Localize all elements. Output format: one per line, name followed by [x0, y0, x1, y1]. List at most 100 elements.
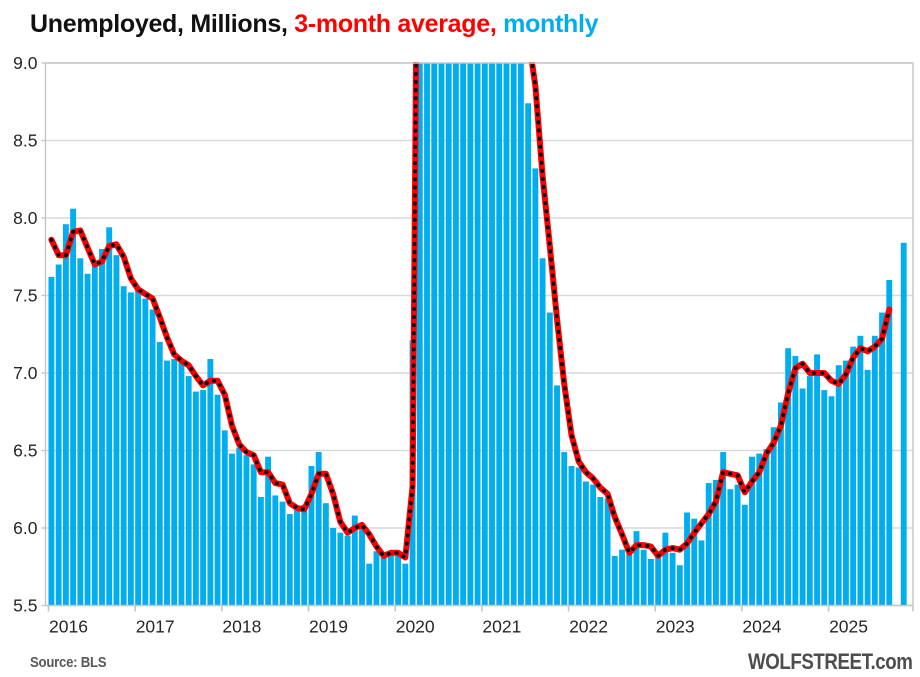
monthly-bar [467, 63, 474, 606]
title-blue-part: monthly [503, 10, 599, 38]
monthly-bar [272, 495, 279, 606]
monthly-bar [597, 497, 604, 606]
chart-title: Unemployed, Millions, 3-month average, m… [30, 10, 599, 39]
monthly-bar [857, 335, 864, 606]
monthly-bar [749, 456, 755, 606]
monthly-bar [91, 261, 98, 606]
monthly-bar [171, 359, 178, 606]
monthly-bar [156, 342, 163, 606]
monthly-bar [496, 63, 503, 606]
x-axis-label: 2021 [482, 617, 521, 637]
monthly-bar [640, 549, 647, 606]
monthly-bar [712, 479, 719, 606]
y-axis-label: 8.5 [13, 131, 37, 151]
title-red-part: 3-month average, [294, 10, 497, 38]
monthly-bar [720, 452, 727, 606]
monthly-bar [460, 63, 467, 606]
y-axis-label: 6.5 [13, 441, 37, 461]
monthly-bar [416, 63, 423, 606]
monthly-bar [359, 523, 365, 606]
monthly-bar [164, 360, 170, 606]
monthly-bar [517, 63, 524, 606]
y-axis-label: 5.5 [13, 596, 37, 616]
monthly-bar [575, 467, 582, 606]
monthly-bar [481, 63, 488, 606]
monthly-bar [619, 549, 625, 606]
monthly-bar [792, 355, 799, 606]
monthly-bar [604, 498, 611, 606]
monthly-bar [70, 208, 77, 606]
monthly-bar [554, 385, 560, 606]
monthly-bar [684, 512, 690, 606]
x-axis-label: 2017 [136, 617, 175, 637]
monthly-bar [785, 348, 792, 606]
monthly-bar [301, 504, 308, 606]
x-axis-label: 2022 [569, 617, 608, 637]
monthly-bar [655, 557, 662, 606]
monthly-bar [48, 276, 55, 606]
monthly-bar [705, 483, 712, 606]
monthly-bar [185, 376, 192, 606]
monthly-bar [474, 63, 481, 606]
monthly-bar [265, 456, 272, 606]
monthly-bar [734, 484, 741, 606]
monthly-bar [871, 335, 878, 606]
monthly-bar [373, 551, 380, 606]
monthly-bar [814, 354, 820, 606]
monthly-bar [337, 532, 344, 606]
monthly-bar [835, 365, 842, 606]
y-axis-label: 8.0 [13, 208, 38, 228]
monthly-bar [647, 559, 654, 606]
monthly-bar [510, 63, 517, 606]
y-axis-label: 6.0 [13, 518, 38, 538]
monthly-bar [886, 280, 893, 606]
monthly-bar [250, 464, 257, 606]
monthly-bar [843, 360, 849, 606]
monthly-bar [539, 258, 546, 606]
monthly-bar [431, 63, 438, 606]
monthly-bar [727, 489, 734, 606]
monthly-bar [770, 427, 777, 606]
monthly-bar [214, 394, 221, 606]
monthly-bar [308, 466, 315, 606]
monthly-bar [200, 390, 207, 606]
monthly-bar [633, 531, 640, 606]
monthly-bar [756, 453, 763, 606]
monthly-bar [120, 286, 127, 606]
monthly-bar [344, 535, 351, 606]
x-axis-label: 2024 [742, 617, 781, 637]
monthly-bar [135, 289, 142, 606]
monthly-bar [561, 452, 568, 606]
monthly-bar [828, 396, 835, 606]
monthly-bar [366, 563, 373, 606]
monthly-bar [192, 391, 199, 606]
monthly-bar [424, 63, 430, 606]
monthly-bar [568, 466, 575, 606]
monthly-bar [532, 168, 539, 606]
x-axis-label: 2016 [49, 617, 88, 637]
wolfstreet-watermark: WOLFSTREET.com [747, 649, 913, 674]
monthly-bar [662, 532, 669, 606]
monthly-bar [806, 376, 813, 606]
monthly-bar [864, 369, 871, 606]
x-axis-label: 2019 [309, 617, 348, 637]
x-axis-label: 2025 [829, 617, 868, 637]
bars-layer [48, 63, 907, 606]
monthly-bar [546, 312, 553, 606]
monthly-bar [879, 312, 885, 606]
monthly-bar [113, 255, 120, 606]
x-axis-label: 2018 [222, 617, 261, 637]
monthly-bar [236, 447, 243, 606]
monthly-bar [315, 452, 322, 606]
monthly-bar [55, 264, 62, 606]
monthly-bar [178, 362, 185, 606]
average-line-layer [48, 62, 893, 561]
monthly-bar [626, 554, 633, 606]
y-axis-label: 9.0 [13, 53, 38, 73]
monthly-bar [452, 63, 459, 606]
monthly-bar [221, 430, 228, 606]
monthly-bar [77, 258, 84, 606]
plot-border [44, 62, 914, 607]
monthly-bar [582, 481, 589, 606]
monthly-bar [900, 242, 907, 606]
